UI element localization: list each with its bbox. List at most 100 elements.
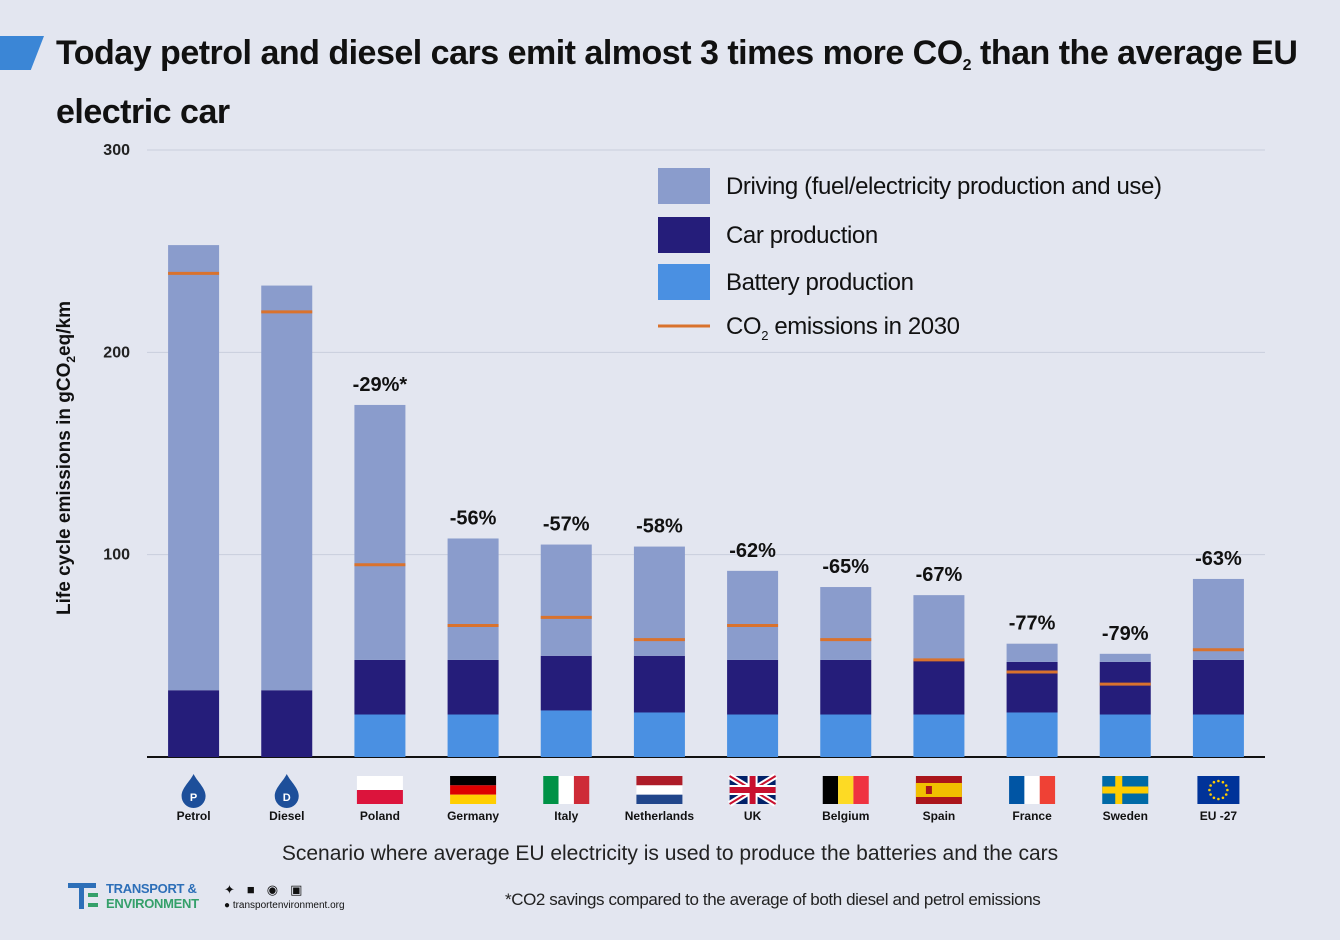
category-label: EU -27 — [1200, 809, 1238, 823]
bar-segment-car — [913, 659, 965, 715]
category-label: Poland — [360, 809, 400, 823]
linkedin-icon[interactable]: ▣ — [290, 882, 303, 897]
bar-segment-driving — [354, 404, 406, 660]
data-label: -77% — [1009, 613, 1056, 635]
bar-segment-car — [447, 659, 499, 715]
bar-segment-driving — [727, 570, 779, 660]
legend-swatch — [658, 264, 710, 300]
page-title: Today petrol and diesel cars emit almost… — [56, 30, 1326, 135]
data-label: -65% — [822, 556, 869, 578]
bar-segment-battery — [540, 710, 592, 757]
data-label: -63% — [1195, 548, 1242, 570]
te-logo: TRANSPORT & ENVIRONMENT — [68, 880, 199, 912]
category-label: Germany — [447, 809, 499, 823]
flag-uk-icon — [728, 773, 778, 807]
bar-segment-driving — [540, 544, 592, 656]
flag-italy-icon — [543, 776, 590, 804]
flag-poland-icon — [356, 776, 403, 804]
legend-label: Battery production — [726, 269, 914, 296]
legend-swatch — [658, 217, 710, 253]
bar-segment-battery — [633, 712, 685, 757]
bar-segment-driving — [633, 546, 685, 656]
y-tick-label: 200 — [103, 344, 130, 361]
data-label: -58% — [636, 516, 683, 538]
bar-segment-battery — [1099, 714, 1151, 757]
data-label: -29%* — [353, 374, 408, 396]
bar-segment-driving — [261, 285, 313, 691]
legend-item: Battery production — [658, 264, 914, 300]
legend-item: Car production — [658, 217, 878, 253]
legend-item: CO2 emissions in 2030 — [658, 313, 960, 343]
bar-segment-driving — [1192, 578, 1244, 660]
legend-label: Driving (fuel/electricity production and… — [726, 173, 1162, 200]
bar-segment-car — [727, 659, 779, 715]
bar-segment-car — [1192, 659, 1244, 715]
bar-segment-battery — [913, 714, 965, 757]
svg-text:P: P — [190, 792, 197, 804]
bar-segment-driving — [1006, 643, 1058, 662]
bar-segment-driving — [913, 595, 965, 660]
bar-segment-driving — [447, 538, 499, 660]
bar-segment-driving — [1099, 653, 1151, 662]
category-label: Diesel — [269, 809, 304, 823]
twitter-icon[interactable]: ✦ — [224, 882, 235, 897]
bar-segment-battery — [820, 714, 872, 757]
data-label: -67% — [916, 564, 963, 586]
data-label: -62% — [729, 540, 776, 562]
fuel-drop-diesel-icon: D — [274, 774, 299, 808]
y-tick-label: 300 — [103, 142, 130, 159]
bar-segment-driving — [168, 245, 220, 691]
bar-segment-car — [540, 655, 592, 711]
footnote: *CO2 savings compared to the average of … — [505, 890, 1041, 909]
social-links: ✦ ■ ◉ ▣ ● transportenvironment.org — [224, 882, 345, 911]
te-logo-icon — [68, 880, 100, 912]
flag-germany-icon — [450, 776, 497, 804]
bar-segment-driving — [820, 587, 872, 660]
category-label: Belgium — [822, 809, 869, 823]
legend-swatch — [658, 168, 710, 204]
bar-segment-battery — [1192, 714, 1244, 757]
flag-france-icon — [1009, 776, 1056, 804]
flag-netherlands-icon — [636, 776, 683, 804]
category-label: France — [1012, 809, 1052, 823]
bar-segment-car — [820, 659, 872, 715]
data-label: -57% — [543, 514, 590, 536]
globe-icon: ● — [224, 900, 231, 911]
y-tick-label: 100 — [103, 547, 130, 564]
bar-segment-battery — [447, 714, 499, 757]
category-label: Italy — [554, 809, 578, 823]
legend-label: Car production — [726, 222, 878, 249]
y-axis-label: Life cycle emissions in gCO2eq/km — [54, 301, 78, 615]
flag-spain-icon — [915, 776, 962, 804]
logo-line1: TRANSPORT & — [106, 881, 197, 896]
svg-text:D: D — [283, 792, 291, 804]
flag-eu-icon — [1197, 776, 1240, 804]
category-label: Petrol — [177, 809, 211, 823]
bar-segment-battery — [727, 714, 779, 757]
flag-sweden-icon — [1102, 776, 1149, 804]
data-label: -79% — [1102, 623, 1149, 645]
bar-segment-car — [1099, 661, 1151, 715]
logo-line2: ENVIRONMENT — [106, 896, 199, 911]
category-label: Spain — [923, 809, 956, 823]
legend-label: CO2 emissions in 2030 — [726, 313, 960, 343]
fuel-drop-petrol-icon: P — [181, 774, 206, 808]
bar-segment-car — [261, 690, 313, 757]
title-text: Today petrol and diesel cars emit almost… — [56, 34, 963, 72]
legend-item: Driving (fuel/electricity production and… — [658, 168, 1162, 204]
bar-segment-car — [1006, 661, 1058, 713]
category-label: Netherlands — [625, 809, 695, 823]
title-text-end: than the average EU electric car — [56, 34, 1298, 131]
bar-segment-car — [633, 655, 685, 713]
title-subscript: 2 — [962, 57, 972, 74]
bar-segment-battery — [354, 714, 406, 757]
facebook-icon[interactable]: ■ — [246, 882, 255, 897]
x-axis-caption: Scenario where average EU electricity is… — [281, 842, 1059, 865]
flag-belgium-icon — [822, 776, 869, 804]
website-link[interactable]: transportenvironment.org — [232, 900, 345, 911]
data-label: -56% — [450, 507, 497, 529]
instagram-icon[interactable]: ◉ — [266, 882, 279, 897]
bar-segment-battery — [1006, 712, 1058, 757]
category-label: Sweden — [1103, 809, 1148, 823]
